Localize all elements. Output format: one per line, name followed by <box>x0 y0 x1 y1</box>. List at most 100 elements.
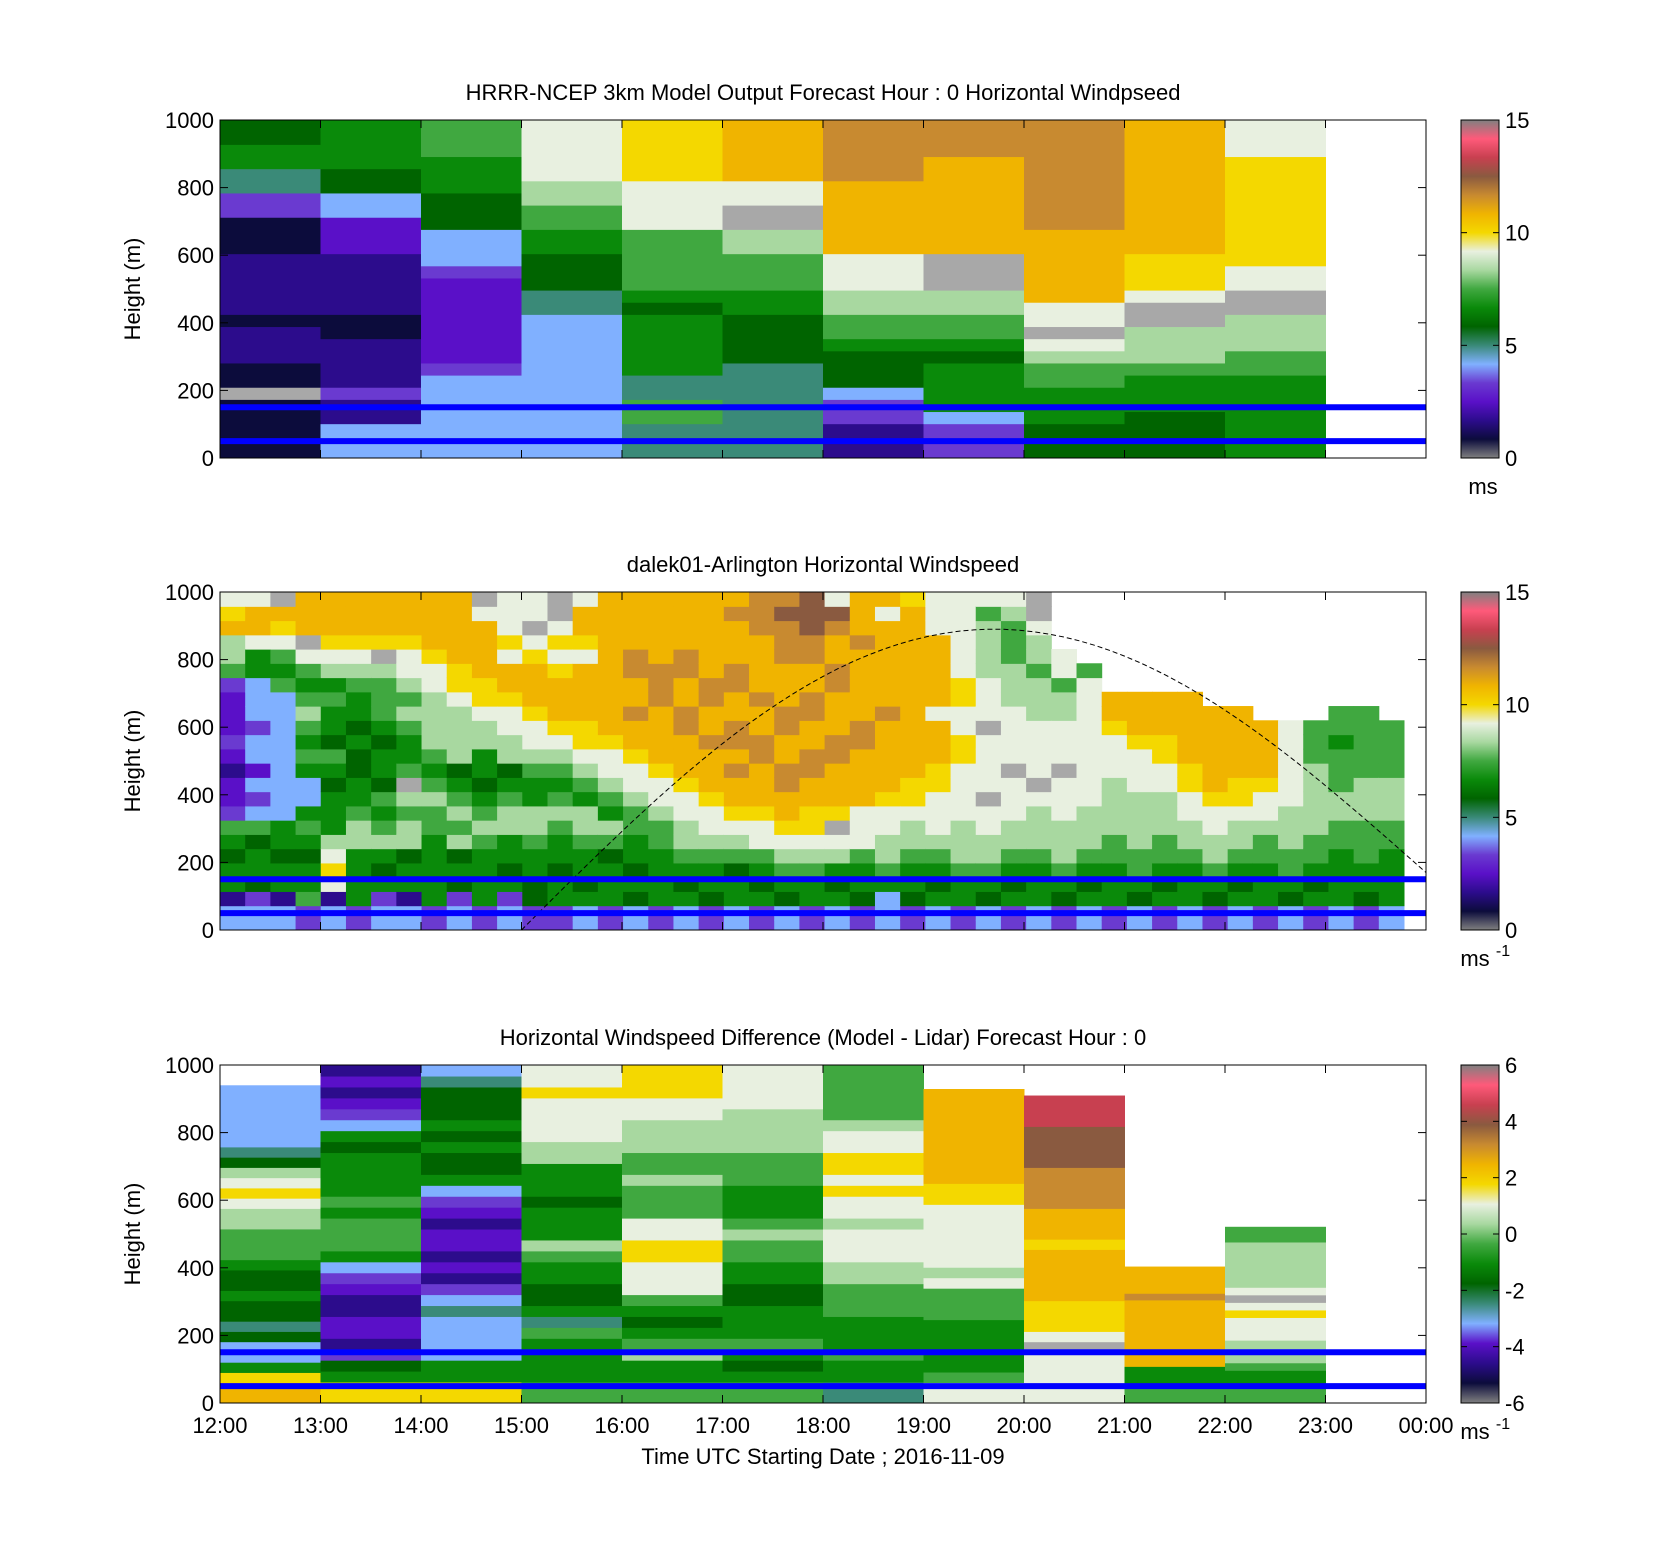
heatmap-cell <box>673 663 700 679</box>
heatmap-cell <box>1026 620 1052 636</box>
heatmap-cell <box>521 1185 623 1197</box>
heatmap-cell <box>823 1305 924 1317</box>
heatmap-cell <box>722 1316 824 1328</box>
heatmap-cell <box>799 663 826 679</box>
heatmap-cell <box>521 375 623 388</box>
heatmap-cell <box>521 144 623 158</box>
heatmap-cell <box>521 120 623 133</box>
heatmap-cell <box>270 663 297 679</box>
heatmap-cell <box>1076 663 1103 679</box>
heatmap-cell <box>1051 677 1078 693</box>
heatmap-cell <box>1076 777 1103 793</box>
heatmap-cell <box>421 748 448 764</box>
heatmap-cell <box>722 326 824 340</box>
heatmap-cell <box>1177 919 1203 930</box>
heatmap-cell <box>622 1119 723 1132</box>
heatmap-cell <box>722 1065 824 1077</box>
heatmap-cell <box>497 691 523 707</box>
heatmap-cell <box>547 805 574 821</box>
heatmap-cell <box>1225 1377 1326 1386</box>
heatmap-cell <box>774 834 800 850</box>
heatmap-cell <box>522 848 548 864</box>
heatmap-cell <box>446 791 473 807</box>
heatmap-cell <box>295 763 322 778</box>
heatmap-cell <box>1000 777 1027 793</box>
heatmap-cell <box>722 1163 824 1175</box>
heatmap-cell <box>1225 1362 1326 1371</box>
heatmap-cell <box>622 217 723 230</box>
heatmap-cell <box>1024 1136 1125 1148</box>
heatmap-cell <box>371 777 397 793</box>
heatmap-cell <box>975 691 1002 707</box>
heatmap-cell <box>823 1294 924 1307</box>
colorbar-tick-label: 5 <box>1505 805 1517 830</box>
heatmap-cell <box>1024 156 1125 170</box>
heatmap-cell <box>270 634 297 650</box>
heatmap-cell <box>295 848 322 864</box>
heatmap-cell <box>421 1272 522 1285</box>
heatmap-cell <box>749 805 775 821</box>
heatmap-cell <box>874 620 901 636</box>
heatmap-cell <box>673 677 700 693</box>
heatmap-cell <box>648 706 674 721</box>
heatmap-cell <box>722 1392 824 1403</box>
heatmap-cell <box>698 805 725 821</box>
heatmap-cell <box>923 1204 1025 1216</box>
heatmap-cell <box>1124 156 1226 170</box>
heatmap-cell <box>245 805 271 821</box>
heatmap-cell <box>1225 1370 1326 1379</box>
heatmap-cell <box>1124 362 1226 376</box>
heatmap-cell <box>320 423 422 437</box>
heatmap-cell <box>1353 891 1380 907</box>
heatmap-cell <box>874 763 901 778</box>
heatmap-cell <box>1124 350 1226 364</box>
heatmap-cell <box>950 748 977 764</box>
heatmap-cell <box>521 1086 623 1099</box>
heatmap-cell <box>1024 180 1125 194</box>
heatmap-cell <box>1051 919 1078 930</box>
heatmap-cell <box>1000 620 1027 636</box>
heatmap-cell <box>823 1316 924 1328</box>
heatmap-cell <box>622 1338 723 1350</box>
y-tick-label: 600 <box>177 715 214 740</box>
heatmap-cell <box>722 1185 824 1197</box>
heatmap-cell <box>673 891 700 907</box>
heatmap-cell <box>923 1309 1025 1321</box>
heatmap-cell <box>1152 734 1178 750</box>
heatmap-cell <box>396 748 423 764</box>
heatmap-cell <box>1101 734 1128 750</box>
heatmap-cell <box>320 229 422 243</box>
heatmap-cell <box>220 820 246 835</box>
heatmap-cell <box>1126 734 1153 750</box>
heatmap-cell <box>923 338 1025 352</box>
heatmap-cell <box>396 834 423 850</box>
heatmap-cell <box>1225 180 1326 194</box>
heatmap-cell <box>572 748 599 764</box>
heatmap-cell <box>220 1177 321 1189</box>
chart-title: HRRR-NCEP 3km Model Output Forecast Hour… <box>466 80 1181 105</box>
heatmap-cell <box>320 350 422 364</box>
heatmap-cell <box>1378 720 1405 736</box>
heatmap-cell <box>1026 891 1052 907</box>
heatmap-cell <box>774 805 800 821</box>
heatmap-cell <box>521 1196 623 1208</box>
heatmap-cell <box>1177 691 1203 707</box>
heatmap-cell <box>673 634 700 650</box>
heatmap-cell <box>1225 1302 1326 1311</box>
heatmap-cell <box>320 241 422 255</box>
heatmap-cell <box>220 387 321 400</box>
heatmap-cell <box>723 691 750 707</box>
heatmap-cell <box>1225 277 1326 291</box>
heatmap-cell <box>1024 132 1125 145</box>
heatmap-cell <box>622 120 723 133</box>
y-tick-label: 0 <box>202 1391 214 1416</box>
heatmap-cell <box>1225 205 1326 218</box>
heatmap-cell <box>923 362 1025 376</box>
heatmap-cell <box>749 663 775 679</box>
heatmap-cell <box>900 592 926 607</box>
heatmap-cell <box>245 891 271 907</box>
heatmap-cell <box>1000 891 1027 907</box>
heatmap-cell <box>623 834 649 850</box>
heatmap-cell <box>471 748 498 764</box>
heatmap-cell <box>1225 253 1326 267</box>
